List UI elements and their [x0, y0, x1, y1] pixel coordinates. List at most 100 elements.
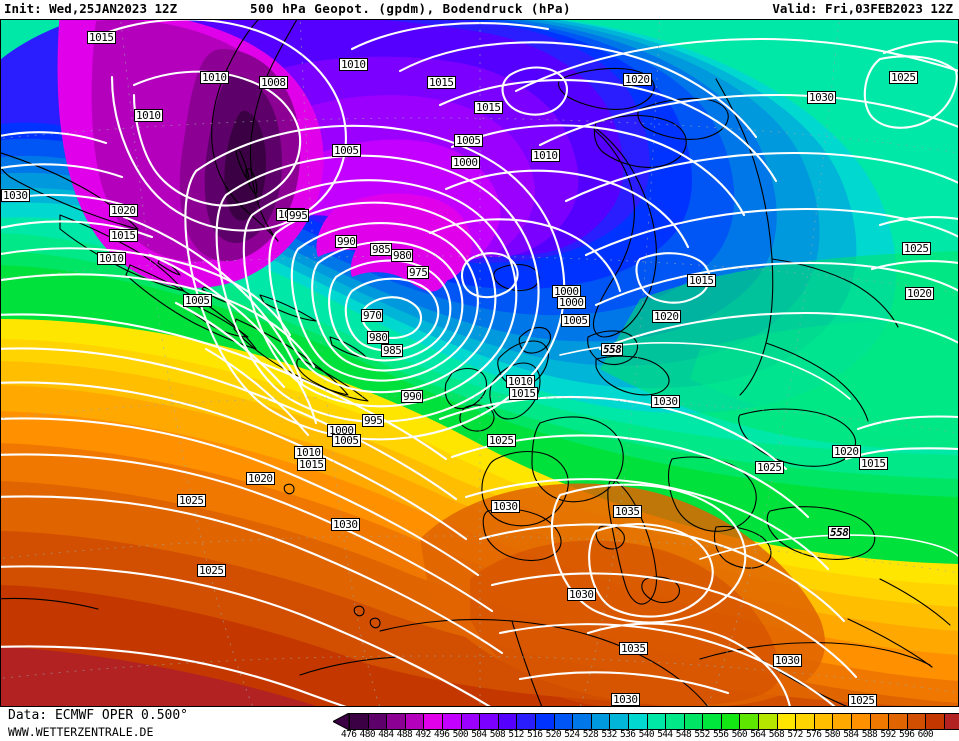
- colorbar-tick: 532: [601, 729, 617, 740]
- isobar-label: 1025: [755, 461, 784, 474]
- isobar-label: 1020: [652, 310, 681, 323]
- isobar-label: 1015: [687, 274, 716, 287]
- colorbar-tick: 496: [434, 729, 450, 740]
- colorbar-tick: 552: [694, 729, 710, 740]
- colorbar-swatch: [720, 713, 740, 730]
- isobar-label: 1020: [246, 472, 275, 485]
- colorbar-tick: 528: [582, 729, 599, 740]
- colorbar-swatch: [404, 713, 424, 730]
- isobar-label: 1000: [451, 156, 480, 169]
- colorbar-tick: 600: [917, 729, 934, 740]
- isobar-label: 1030: [611, 693, 640, 706]
- colorbar-swatch: [832, 713, 852, 730]
- colorbar-left-arrow: [333, 713, 349, 730]
- colorbar-tick: 480: [359, 729, 376, 740]
- colorbar-tick: 492: [415, 729, 431, 740]
- isobar-label: 1025: [889, 71, 918, 84]
- colorbar-swatch: [776, 713, 796, 730]
- colorbar-tick: 540: [638, 729, 655, 740]
- colorbar-tick: 584: [843, 729, 859, 740]
- isobar-label: 1030: [773, 654, 802, 667]
- isobar-label: 985: [381, 344, 404, 357]
- website-label: WWW.WETTERZENTRALE.DE: [8, 725, 154, 739]
- isobar-label: 1020: [832, 445, 861, 458]
- colorbar-swatch: [367, 713, 387, 730]
- colorbar-swatch: [497, 713, 517, 730]
- colorbar-swatch: [758, 713, 777, 730]
- colorbar-tick: 504: [471, 729, 487, 740]
- colorbar-swatch: [441, 713, 461, 730]
- colorbar-tick: 560: [731, 729, 748, 740]
- isobar-label: 975: [407, 266, 430, 279]
- isobar-label: 1025: [177, 494, 206, 507]
- colorbar[interactable]: [349, 713, 959, 730]
- isobar-label: 1015: [109, 229, 138, 242]
- map-canvas[interactable]: 1030 1015 1010 1008 1010 1015 1020 1030 1025 1015…: [0, 19, 959, 707]
- isobar-label: 1005: [332, 434, 361, 447]
- colorbar-swatch: [627, 713, 647, 730]
- colorbar-tick: 556: [713, 729, 729, 740]
- colorbar-tick: 568: [768, 729, 785, 740]
- colorbar-swatch: [665, 713, 684, 730]
- isobar-label: 1025: [197, 564, 226, 577]
- isobar-label: 1030: [567, 588, 596, 601]
- colorbar-swatch: [646, 713, 666, 730]
- isobar-label: 970: [361, 309, 384, 322]
- isobar-label: 1030: [491, 500, 520, 513]
- isobar-label: 1010: [339, 58, 368, 71]
- colorbar-swatch: [683, 713, 703, 730]
- isobar-label: 1025: [902, 242, 931, 255]
- colorbar-swatch: [609, 713, 628, 730]
- isobar-label: 1010: [200, 71, 229, 84]
- colorbar-swatch: [906, 713, 926, 730]
- colorbar-swatch: [851, 713, 870, 730]
- colorbar-tick: 484: [378, 729, 394, 740]
- colorbar-tick: 544: [657, 729, 673, 740]
- isobar-label: 1005: [454, 134, 483, 147]
- colorbar-tick-labels: 476 480 484 488 492 496 500 504 508 512 516 520 524 5…: [0, 729, 959, 740]
- colorbar-tick: 524: [564, 729, 580, 740]
- isobar-label: 1020: [905, 287, 934, 300]
- colorbar-tick: 488: [396, 729, 413, 740]
- colorbar-swatch: [479, 713, 498, 730]
- init-time-label: Init: Wed,25JAN2023 12Z: [4, 1, 178, 16]
- isobar-label: 1030: [1, 189, 30, 202]
- isobar-label: 1015: [87, 31, 116, 44]
- colorbar-swatch: [572, 713, 591, 730]
- isobar-label: 980: [367, 331, 390, 344]
- isobar-label: 1020: [109, 204, 138, 217]
- colorbar-tick: 572: [787, 729, 803, 740]
- colorbar-swatch: [553, 713, 573, 730]
- colorbar-tick: 520: [545, 729, 562, 740]
- colorbar-swatch: [516, 713, 535, 730]
- isobar-label: 1005: [561, 314, 590, 327]
- map-graphic: [0, 19, 959, 707]
- isobar-label: 1015: [297, 458, 326, 471]
- isobar-label: 1015: [509, 387, 538, 400]
- isobar-label: 990: [401, 390, 424, 403]
- isobar-label: 1025: [848, 694, 877, 707]
- map-header: Init: Wed,25JAN2023 12Z 500 hPa Geopot. …: [0, 0, 959, 19]
- colorbar-swatch: [795, 713, 814, 730]
- isobar-label: 1030: [807, 91, 836, 104]
- colorbar-tick: 564: [750, 729, 766, 740]
- colorbar-tick: 576: [806, 729, 822, 740]
- isobar-label: 1015: [859, 457, 888, 470]
- height-contour-label: 558: [601, 343, 624, 356]
- isobar-label: 995: [287, 209, 310, 222]
- colorbar-swatch: [813, 713, 833, 730]
- colorbar-tick: 596: [899, 729, 915, 740]
- colorbar-tick: 500: [452, 729, 469, 740]
- colorbar-tick: 588: [861, 729, 878, 740]
- isobar-label: 985: [370, 243, 393, 256]
- colorbar-tick: 536: [620, 729, 636, 740]
- colorbar-tick: 548: [675, 729, 692, 740]
- colorbar-tick: 512: [508, 729, 524, 740]
- isobar-label: 1008: [259, 76, 288, 89]
- colorbar-swatch: [460, 713, 480, 730]
- isobar-label: 1010: [134, 109, 163, 122]
- map-title: 500 hPa Geopot. (gpdm), Bodendruck (hPa): [250, 1, 572, 16]
- colorbar-swatch: [944, 713, 959, 730]
- isobar-label: 1035: [613, 505, 642, 518]
- colorbar-swatch: [702, 713, 721, 730]
